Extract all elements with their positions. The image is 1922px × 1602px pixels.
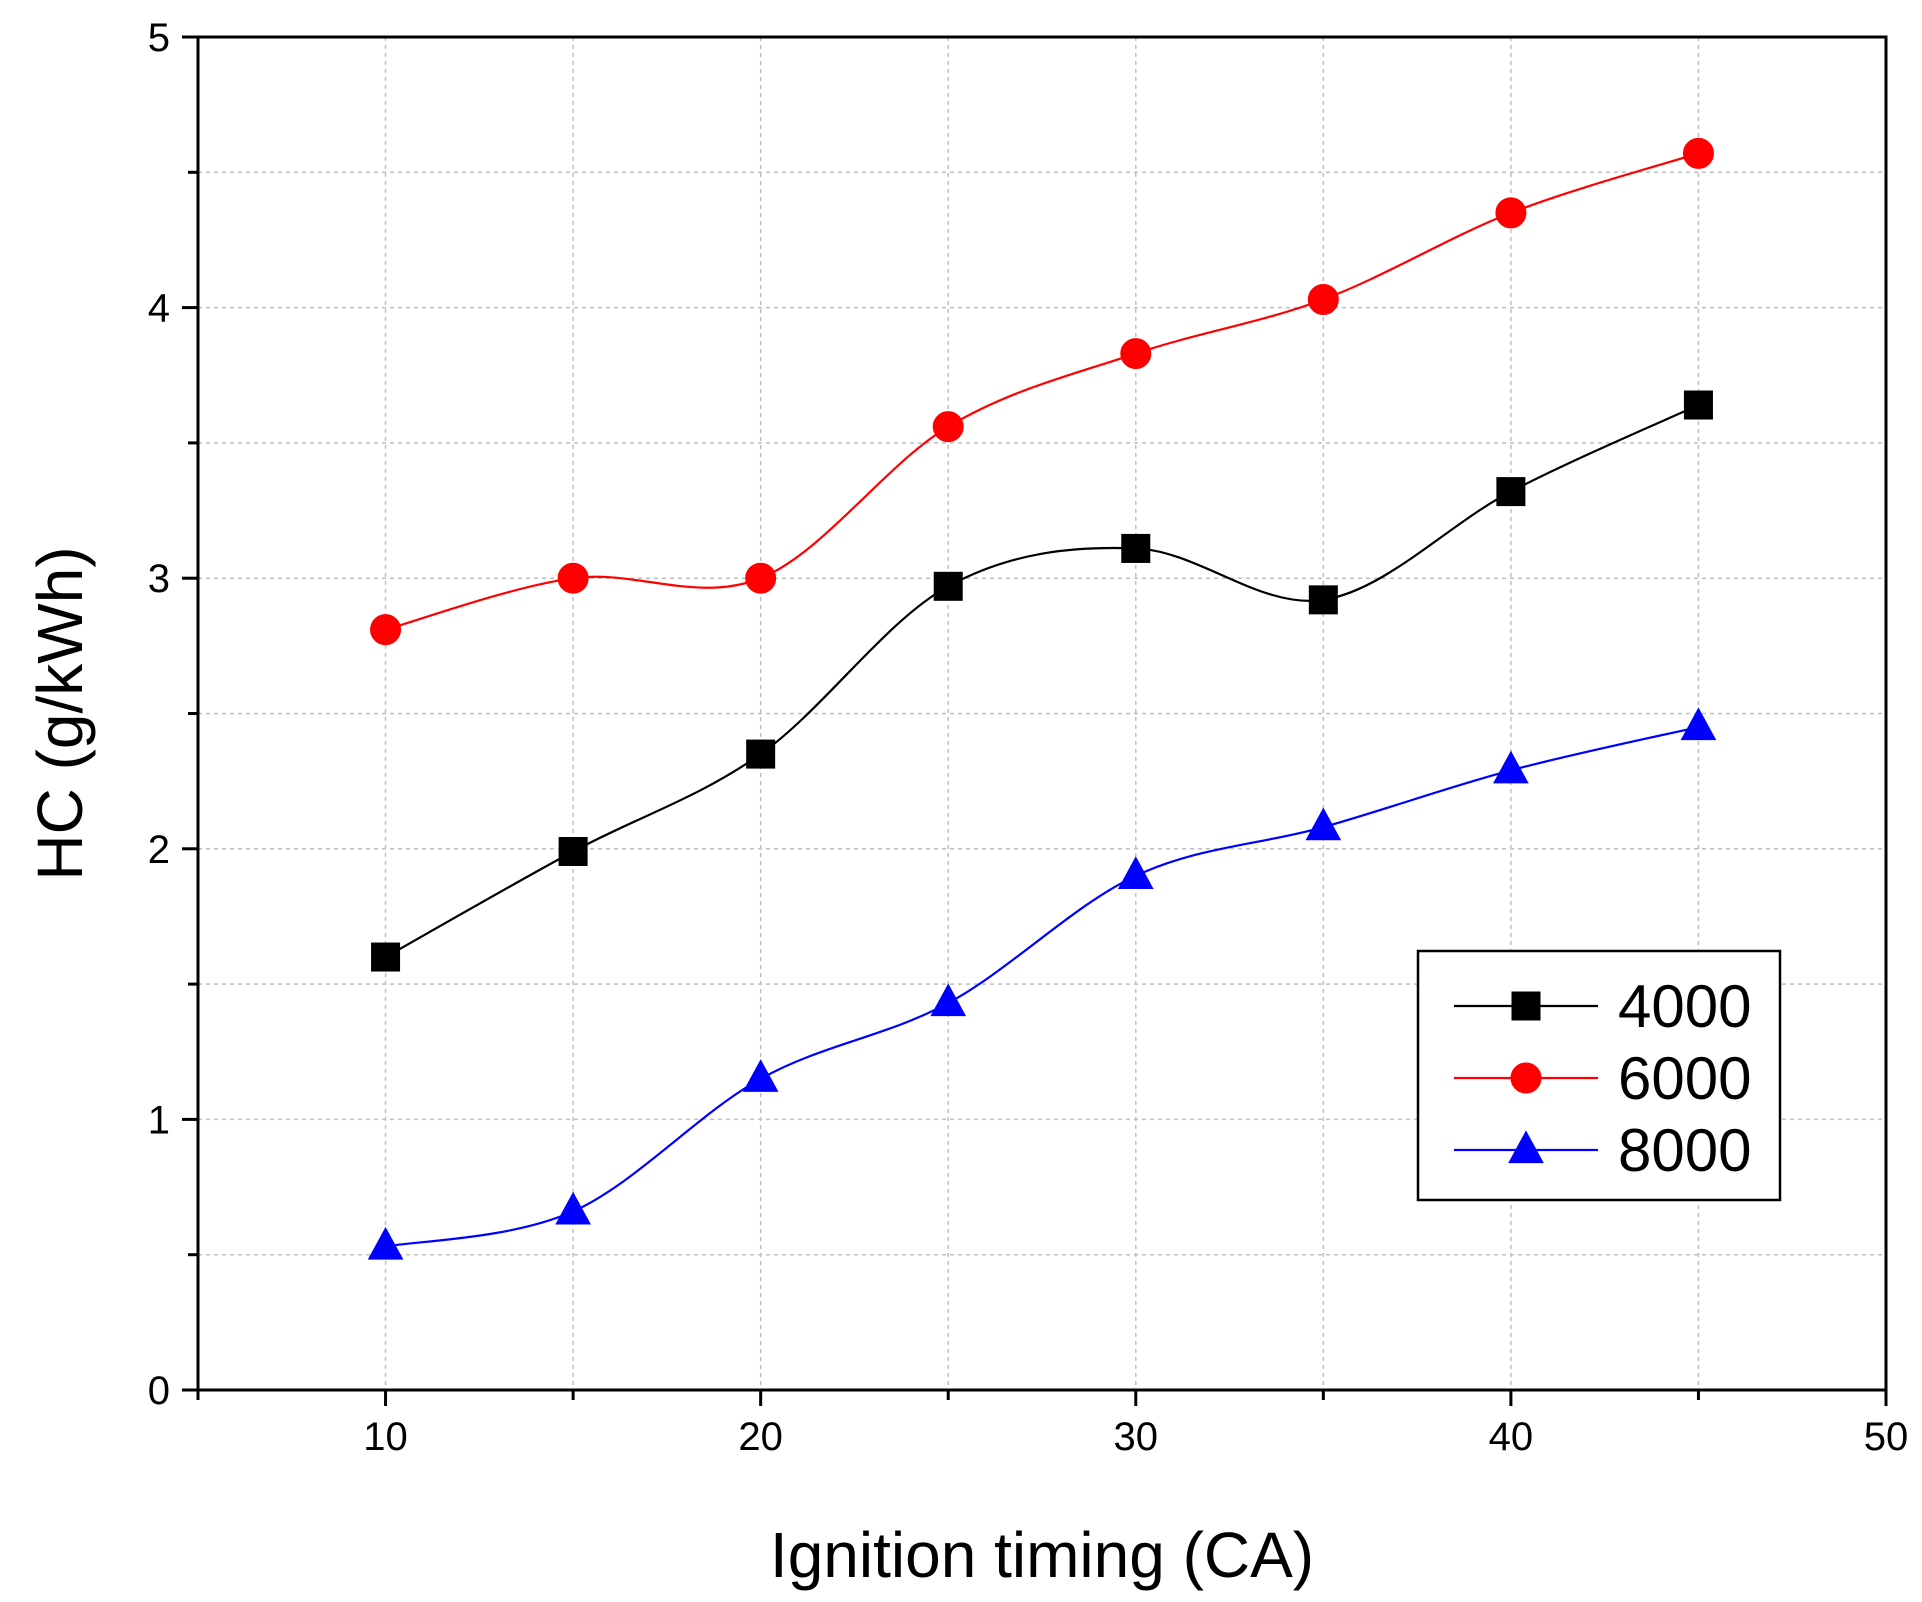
legend-label-8000: 8000 [1618,1117,1751,1184]
legend-box [1416,949,1782,1202]
y-axis-title: HC (g/kWh) [24,546,96,880]
data-point-6000 [1307,283,1339,315]
legend-marker-4000 [1511,991,1541,1021]
y-tick-label: 5 [148,16,170,60]
legend-label-4000: 4000 [1618,973,1751,1040]
series-line-6000 [385,152,1699,631]
data-point-6000 [1495,197,1527,229]
x-tick-label: 30 [1114,1415,1159,1459]
data-point-8000 [1305,807,1342,841]
data-point-8000 [1493,750,1529,784]
data-point-6000 [1120,338,1152,370]
axes: 10 20 30 40 50 0 1 2 3 4 5 [148,16,1909,1459]
data-point-8000 [1680,707,1717,741]
data-point-8000 [555,1191,591,1225]
legend-marker-8000 [1508,1130,1544,1164]
data-point-4000 [746,739,776,769]
data-point-6000 [745,562,777,594]
data-point-6000 [370,614,402,646]
y-tick-label: 4 [148,287,170,331]
data-point-4000 [1496,477,1526,507]
data-point-4000 [371,942,401,972]
x-tick-label: 50 [1864,1415,1909,1459]
data-point-4000 [558,837,588,867]
series-lines [385,152,1699,1248]
data-point-4000 [1683,390,1713,420]
legend-label-6000: 6000 [1618,1045,1751,1112]
x-axis-title: Ignition timing (CA) [770,1519,1314,1591]
legend-marker-6000 [1510,1062,1542,1094]
data-point-8000 [367,1226,404,1260]
data-point-4000 [933,571,963,601]
data-point-4000 [1308,585,1338,615]
data-point-6000 [557,562,589,594]
y-tick-label: 2 [148,828,170,872]
series-line-4000 [385,404,1699,958]
data-point-6000 [1682,137,1714,169]
x-tick-label: 10 [363,1415,408,1459]
data-point-8000 [930,983,967,1017]
grid-lines [198,37,1886,1390]
y-tick-label: 0 [148,1369,170,1413]
y-tick-label: 3 [148,557,170,601]
x-tick-label: 40 [1489,1415,1534,1459]
data-point-8000 [1117,856,1154,889]
series-markers [367,137,1717,1260]
series-line-8000 [385,725,1699,1248]
data-point-6000 [932,411,964,443]
y-tick-label: 1 [148,1098,170,1142]
x-tick-label: 20 [738,1415,783,1459]
data-point-4000 [1121,533,1151,563]
data-point-8000 [742,1059,779,1092]
